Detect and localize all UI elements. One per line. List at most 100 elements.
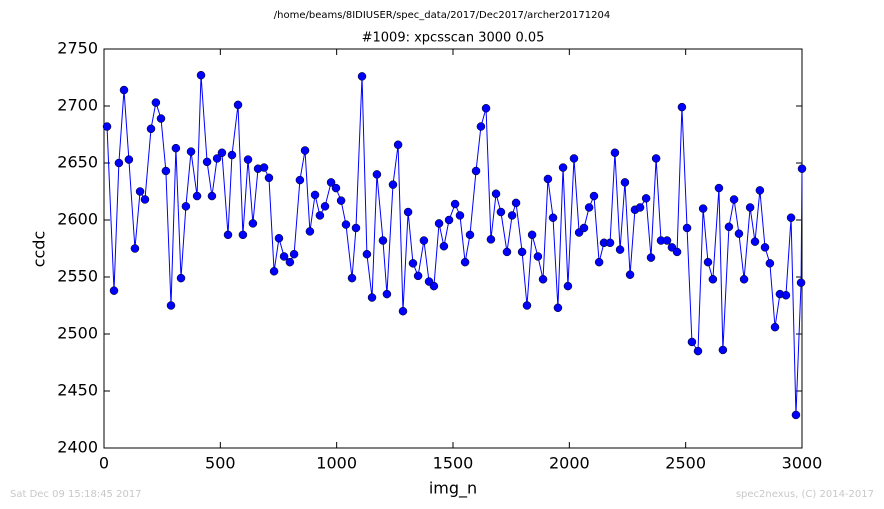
suptitle: /home/beams/8IDIUSER/spec_data/2017/Dec2… [274,10,610,21]
data-point [615,245,625,254]
data-point [326,178,336,187]
data-point [698,204,708,213]
data-point [408,259,418,268]
data-point [718,345,728,355]
data-point [651,154,661,163]
data-point [393,140,403,150]
footer-right: spec2nexus, (C) 2014-2017 [736,489,874,500]
data-point [289,249,299,259]
data-point [102,122,112,131]
data-point [419,236,429,245]
data-point [135,187,145,196]
data-point [496,207,506,217]
x-tick-label: 1000 [316,454,357,473]
data-point [734,229,744,238]
data-point [797,164,807,173]
data-point [202,157,212,167]
data-point [693,346,703,356]
data-point [161,166,171,176]
data-point [238,230,248,240]
data-point [760,243,770,252]
data-point [672,247,682,257]
data-point [413,271,423,281]
data-point [341,220,351,229]
data-point [491,189,501,199]
data-point [372,170,382,179]
data-point [130,244,140,253]
y-tick-label: 2450 [57,381,98,400]
data-point [460,257,470,267]
data-point [714,183,724,193]
y-tick-label: 2400 [57,438,98,457]
data-point [687,337,697,347]
x-tick-label: 1500 [433,454,474,473]
data-point [315,211,325,220]
data-point [109,286,119,295]
data-point [156,114,166,123]
y-tick-label: 2750 [57,39,98,58]
data-point [227,150,237,160]
x-axis-label: img_n [429,479,477,499]
x-tick-label: 2000 [549,454,590,473]
data-point [166,301,176,310]
chart-title: #1009: xpcsscan 3000 0.05 [362,31,545,46]
x-tick-label: 500 [205,454,236,473]
data-point [434,219,444,228]
data-point [563,281,573,291]
data-point [548,213,558,222]
data-point [517,247,527,257]
data-point [269,267,279,276]
data-point [140,195,150,204]
data-point [522,301,532,310]
data-point [703,257,713,267]
data-point [553,303,563,313]
data-point [641,194,651,203]
data-point [295,175,305,185]
data-point [444,215,454,225]
data-point [745,203,755,212]
data-point [507,211,517,220]
data-point [796,278,806,287]
data-point [351,223,361,233]
data-point [781,290,791,300]
x-tick-label: 0 [99,454,109,473]
data-point [610,148,620,157]
data-point [300,146,310,155]
data-point [207,191,217,201]
data-point [538,275,548,284]
data-point [450,199,460,209]
data-point [439,241,449,251]
data-point [708,275,718,284]
data-point [533,252,543,261]
data-point [527,230,537,240]
y-tick-label: 2500 [57,324,98,343]
data-point [114,158,124,168]
data-point [594,257,604,267]
y-tick-label: 2650 [57,153,98,172]
data-point [285,257,295,267]
data-point [511,198,521,208]
y-tick-label: 2600 [57,210,98,229]
data-point [243,155,253,164]
data-point [398,306,408,316]
data-point [320,202,330,211]
data-point [186,147,196,156]
data-point [729,195,739,204]
data-point [382,289,392,299]
data-point [124,155,134,164]
data-point [662,236,672,245]
data-point [331,183,341,193]
y-tick-label: 2550 [57,267,98,286]
data-point [471,166,481,176]
data-point [646,253,656,262]
footer-left: Sat Dec 09 15:18:45 2017 [10,489,142,500]
data-point [481,104,491,113]
data-point [739,275,749,284]
data-point [770,322,780,332]
data-point [605,238,615,248]
data-point [171,143,181,153]
data-point [347,273,357,283]
data-point [635,203,645,212]
data-point [558,163,568,172]
